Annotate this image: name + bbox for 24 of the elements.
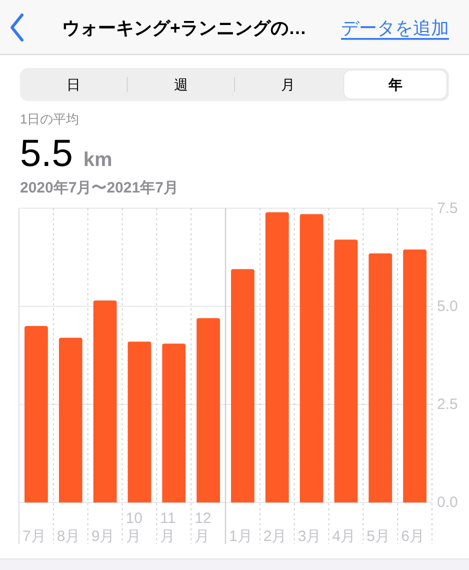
xtick-label: 3月: [298, 528, 322, 545]
xtick-label: 8月: [56, 528, 80, 545]
xtick-label: 6月: [401, 528, 424, 545]
segment: 日: [66, 76, 81, 92]
ytick-label: 2.5: [437, 396, 458, 413]
xtick-label: 2月: [263, 528, 287, 545]
ytick-label: 0.0: [437, 494, 458, 511]
xtick-label: 12月: [194, 510, 212, 545]
xtick-label: 5月: [366, 528, 390, 545]
xtick-label: 9月: [91, 528, 115, 545]
subtitle: 2020年7月〜2021年7月: [20, 180, 178, 196]
xtick-label: 10月: [126, 510, 142, 545]
ytick-label: 5.0: [437, 298, 458, 315]
xtick-label: 1月: [229, 528, 252, 545]
segment: 週: [174, 76, 188, 92]
average-label: 1日の平均: [20, 112, 80, 126]
add-data-link: データを追加: [341, 18, 449, 38]
xtick-label: 11月: [160, 510, 176, 545]
xtick-label: 4月: [332, 528, 356, 545]
title: ウォーキング+ランニングの…: [62, 18, 307, 38]
average-value: 5.5 km: [20, 133, 112, 175]
xtick-label: 7月: [22, 528, 46, 545]
segment: 月: [281, 76, 296, 92]
ytick-label: 7.5: [437, 200, 458, 217]
